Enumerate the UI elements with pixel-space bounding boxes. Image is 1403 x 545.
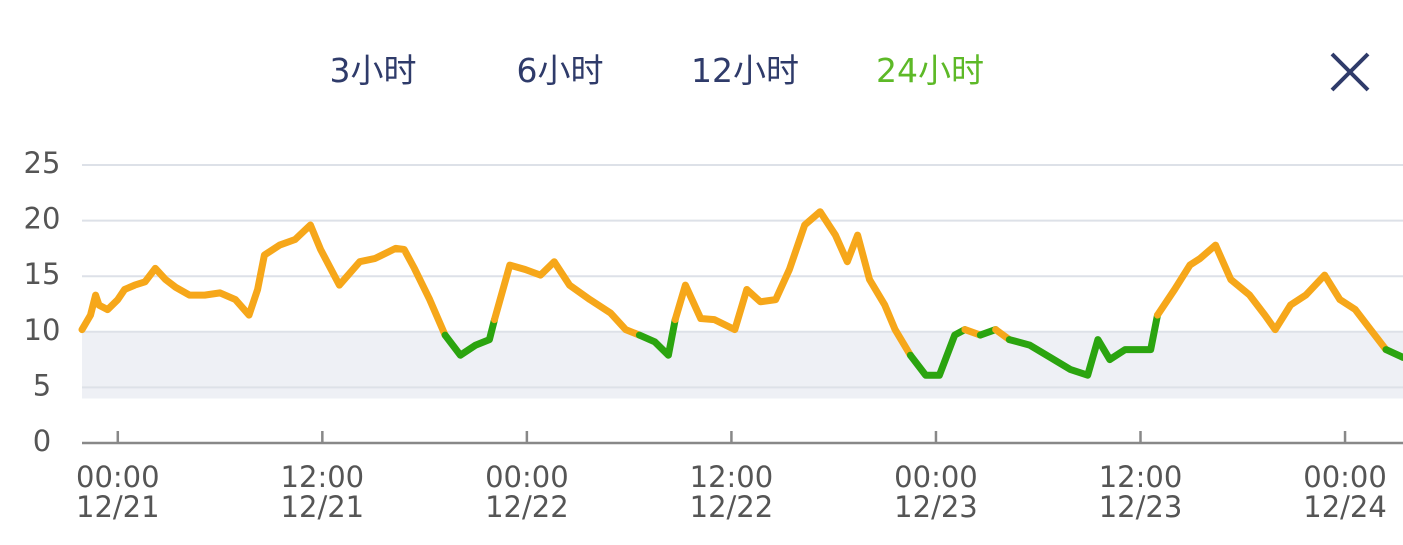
target-band — [82, 331, 1403, 399]
time-range-tab[interactable]: 3小时 — [329, 51, 417, 90]
glucose-trace — [1382, 346, 1403, 361]
y-tick-label: 20 — [24, 202, 61, 236]
glucose-trace — [906, 326, 969, 379]
x-tick-label: 00:00 12/23 — [894, 460, 978, 524]
glucose-trace — [1005, 311, 1161, 379]
glucose-trace — [1154, 241, 1390, 354]
time-range-tab[interactable]: 6小时 — [516, 51, 604, 90]
close-button[interactable] — [1328, 50, 1372, 94]
glucose-trace — [671, 208, 914, 359]
glucose-trace — [635, 316, 679, 359]
y-tick-label: 10 — [24, 313, 61, 347]
glucose-trace — [491, 258, 643, 339]
y-tick-label: 15 — [24, 257, 61, 291]
y-tick-label: 5 — [33, 368, 51, 402]
x-tick-label: 12:00 12/22 — [689, 460, 774, 524]
x-tick-label: 00:00 12/24 — [1303, 460, 1387, 524]
time-range-tab[interactable]: 24小时 — [876, 51, 984, 90]
x-tick-label: 12:00 12/23 — [1098, 460, 1183, 524]
y-tick-label: 0 — [33, 424, 51, 458]
time-range-tab[interactable]: 12小时 — [691, 51, 799, 90]
y-tick-label: 25 — [24, 146, 61, 180]
x-tick-label: 00:00 12/21 — [75, 460, 160, 524]
glucose-trace — [441, 316, 498, 359]
glucose-trace — [78, 221, 449, 339]
x-tick-label: 12:00 12/21 — [280, 460, 365, 524]
x-tick-label: 00:00 12/22 — [485, 460, 569, 524]
